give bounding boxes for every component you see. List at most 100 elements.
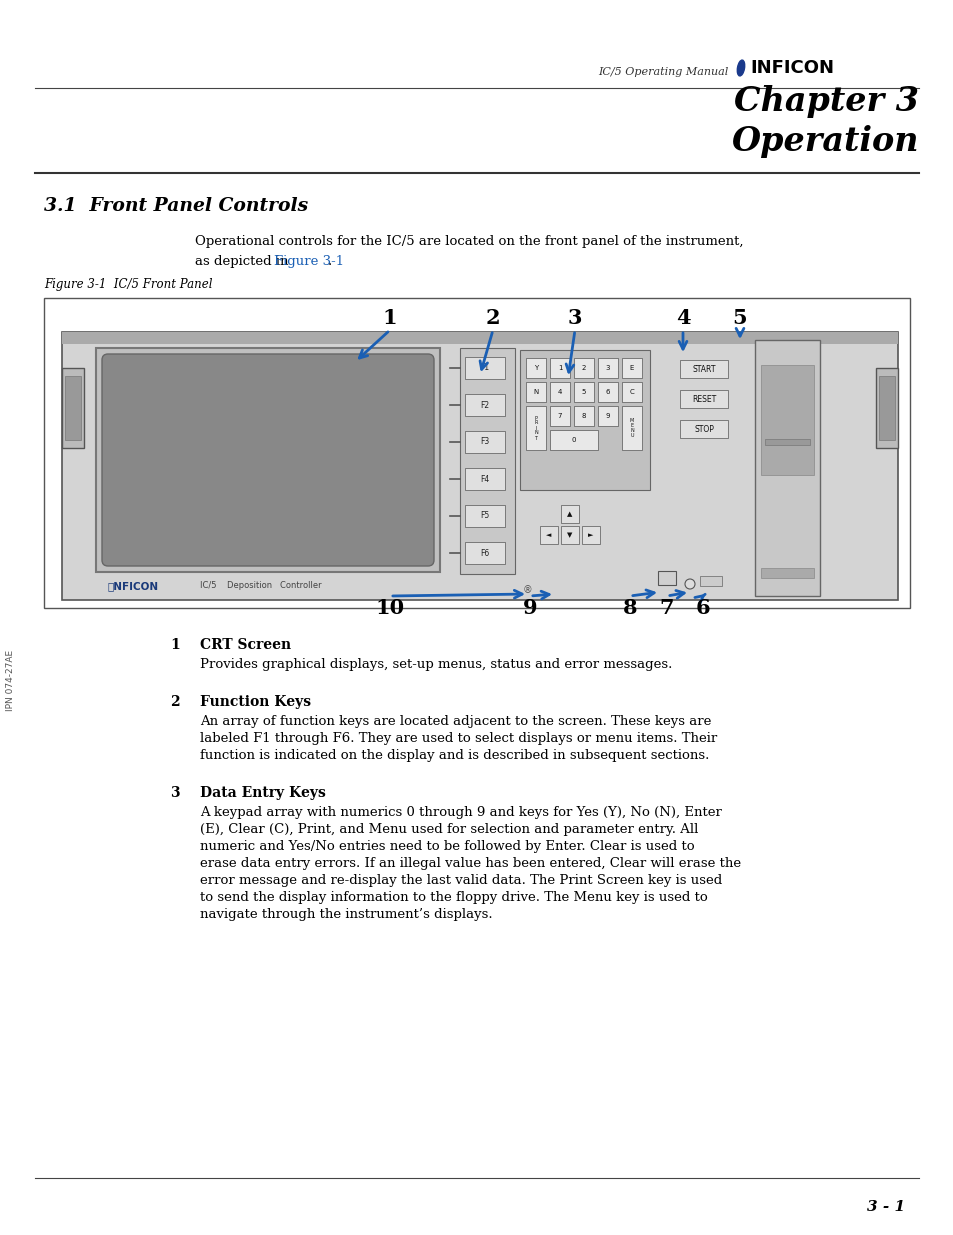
Text: P
R
I
N
T: P R I N T [534,415,537,441]
Bar [539,526,558,543]
Text: 2: 2 [170,695,179,709]
Bar [62,332,897,600]
Bar [44,298,909,608]
Bar [65,375,81,440]
Text: IC/5    Deposition   Controller: IC/5 Deposition Controller [200,582,321,590]
Text: ►: ► [588,532,593,538]
Bar [621,406,641,450]
Text: to send the display information to the floppy drive. The Menu key is used to: to send the display information to the f… [200,890,707,904]
Bar [621,382,641,403]
Bar [550,406,569,426]
Text: 3: 3 [567,308,581,329]
Bar [96,348,439,572]
Bar [464,357,504,379]
Bar [760,366,813,475]
Text: Provides graphical displays, set-up menus, status and error messages.: Provides graphical displays, set-up menu… [200,658,672,671]
Bar [550,382,569,403]
Bar [525,382,545,403]
Text: 9: 9 [522,598,537,618]
Text: N: N [533,389,538,395]
Text: STOP: STOP [694,425,713,433]
Bar [581,526,599,543]
Text: Operational controls for the IC/5 are located on the front panel of the instrume: Operational controls for the IC/5 are lo… [194,235,742,248]
Text: 5: 5 [581,389,585,395]
Text: An array of function keys are located adjacent to the screen. These keys are: An array of function keys are located ad… [200,715,711,727]
Text: F3: F3 [480,437,489,447]
Text: navigate through the instrument’s displays.: navigate through the instrument’s displa… [200,908,492,921]
Bar [875,368,897,448]
Text: as depicted in: as depicted in [194,254,293,268]
Text: ⓘNFICON: ⓘNFICON [108,580,159,592]
Text: 2: 2 [581,366,585,370]
Text: 6: 6 [605,389,610,395]
Bar [574,382,594,403]
Text: ▲: ▲ [567,511,572,517]
Text: F1: F1 [480,363,489,373]
Text: Chapter 3: Chapter 3 [733,85,918,119]
Text: error message and re-display the last valid data. The Print Screen key is used: error message and re-display the last va… [200,874,721,887]
Text: 9: 9 [605,412,610,419]
Text: 3 - 1: 3 - 1 [866,1200,904,1214]
Text: 10: 10 [375,598,404,618]
Bar [658,571,676,585]
Text: ®: ® [522,585,533,595]
Bar [464,394,504,416]
Text: 0: 0 [571,437,576,443]
Text: 3.1  Front Panel Controls: 3.1 Front Panel Controls [44,198,308,215]
Bar [560,526,578,543]
Text: RESET: RESET [691,394,716,404]
Text: Figure 3-1  IC/5 Front Panel: Figure 3-1 IC/5 Front Panel [44,278,213,291]
Text: IC/5 Operating Manual: IC/5 Operating Manual [598,67,727,77]
Bar [62,332,897,345]
Bar [459,348,515,574]
Bar [764,438,809,445]
Text: Data Entry Keys: Data Entry Keys [200,785,326,800]
Bar [598,382,618,403]
Bar [878,375,894,440]
Text: 4: 4 [675,308,690,329]
Bar [560,505,578,522]
Text: 3: 3 [605,366,610,370]
Text: ▼: ▼ [567,532,572,538]
Bar [754,340,820,597]
Bar [598,406,618,426]
Ellipse shape [737,61,744,75]
Text: numeric and Yes/No entries need to be followed by Enter. Clear is used to: numeric and Yes/No entries need to be fo… [200,840,694,853]
Text: F6: F6 [480,548,489,557]
Bar [525,406,545,450]
Text: 8: 8 [622,598,637,618]
Text: Operation: Operation [731,125,918,158]
Bar [598,358,618,378]
Bar [679,390,727,408]
Text: .: . [327,254,332,268]
Text: C: C [629,389,634,395]
Text: 7: 7 [659,598,674,618]
Bar [464,505,504,527]
Bar [464,431,504,453]
Text: CRT Screen: CRT Screen [200,638,291,652]
Bar [621,358,641,378]
Bar [519,350,649,490]
Text: 5: 5 [732,308,746,329]
Bar [679,359,727,378]
Bar [550,430,598,450]
Bar [464,542,504,564]
Text: F2: F2 [480,400,489,410]
Text: labeled F1 through F6. They are used to select displays or menu items. Their: labeled F1 through F6. They are used to … [200,732,717,745]
Bar [679,420,727,438]
Text: Figure 3-1: Figure 3-1 [274,254,344,268]
Bar [62,368,84,448]
Text: 1: 1 [170,638,179,652]
Bar [574,358,594,378]
Text: 1: 1 [382,308,396,329]
Text: F5: F5 [480,511,489,520]
Text: 8: 8 [581,412,586,419]
Text: function is indicated on the display and is described in subsequent sections.: function is indicated on the display and… [200,748,709,762]
Text: F4: F4 [480,474,489,483]
Bar [574,406,594,426]
Text: 7: 7 [558,412,561,419]
Text: 3: 3 [170,785,179,800]
Text: IPN 074-27AE: IPN 074-27AE [7,650,15,710]
Text: A keypad array with numerics 0 through 9 and keys for Yes (Y), No (N), Enter: A keypad array with numerics 0 through 9… [200,806,721,819]
Text: 6: 6 [695,598,710,618]
